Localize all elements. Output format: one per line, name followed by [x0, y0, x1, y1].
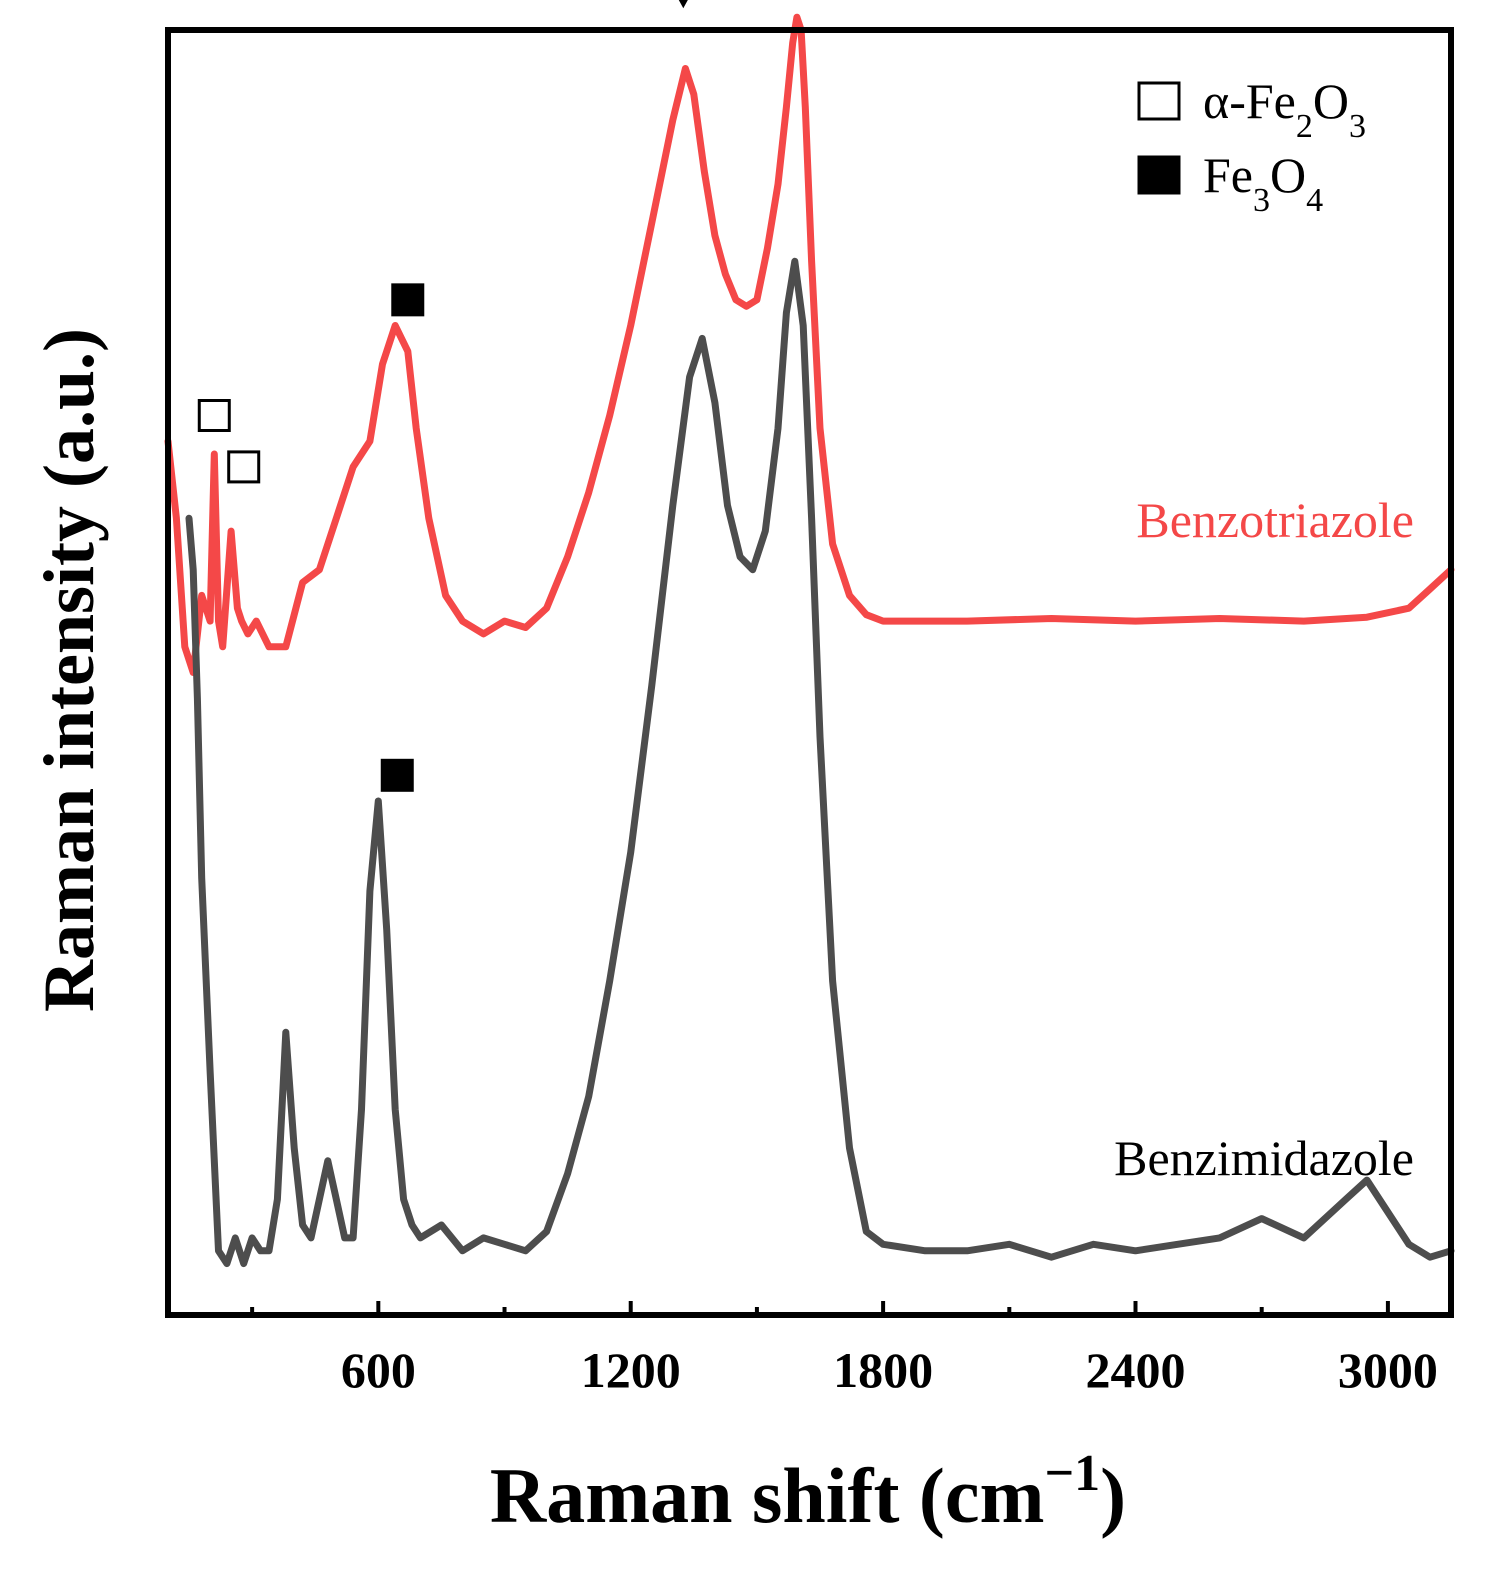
series-label-benzotriazole: Benzotriazole	[1136, 492, 1414, 548]
peak-annotations: D-peakG-peak	[678, 0, 688, 9]
legend-label-hematite: α-Fe2O3	[1203, 73, 1366, 145]
legend-open-square-icon	[1137, 81, 1181, 121]
x-tick-label-2400: 2400	[1086, 1342, 1186, 1398]
series-layer	[164, 13, 1455, 1268]
legend: α-Fe2O3 Fe3O4	[1137, 73, 1366, 219]
legend-filled-square-icon	[1137, 155, 1181, 195]
x-tick-label-3000: 3000	[1338, 1342, 1438, 1398]
x-tick-label-1200: 1200	[581, 1342, 681, 1398]
x-axis-ticks: 600 1200 1800 2400 3000	[250, 1301, 1438, 1398]
arrow-down-icon	[678, 0, 688, 9]
series-label-benzimidazole: Benzimidazole	[1114, 1130, 1414, 1186]
phase-markers	[197, 283, 425, 792]
series-line-benzotriazole	[164, 13, 1455, 676]
x-tick-label-600: 600	[341, 1342, 416, 1398]
plot-frame	[165, 27, 1454, 1318]
y-axis-title: Raman intensity (a.u.)	[29, 328, 109, 1012]
open-square-marker-icon	[197, 399, 231, 432]
filled-square-marker-icon	[391, 283, 425, 317]
x-tick-label-1800: 1800	[833, 1342, 933, 1398]
open-square-marker-icon	[227, 450, 261, 484]
series-line-benzimidazole	[185, 257, 1455, 1268]
legend-label-magnetite: Fe3O4	[1203, 147, 1323, 219]
x-axis-title: Raman shift (cm−1)	[490, 1445, 1126, 1539]
filled-square-marker-icon	[380, 758, 414, 792]
